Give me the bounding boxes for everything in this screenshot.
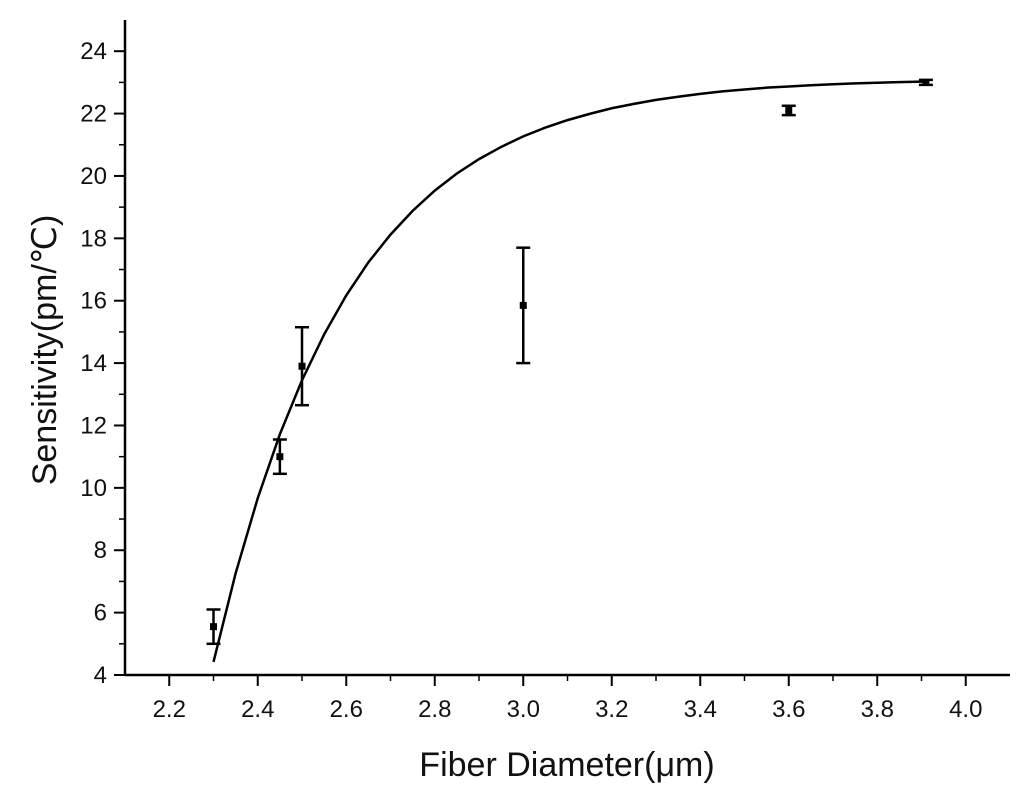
data-point [276,453,284,461]
y-tick-label: 4 [94,662,107,689]
x-tick-label: 3.4 [684,696,717,723]
data-points-layer [206,78,933,646]
y-tick-label: 6 [94,600,107,627]
data-point-group [206,608,221,646]
y-tick-label: 20 [80,163,107,190]
y-tick-label: 12 [80,412,107,439]
x-tick-label: 3.0 [507,696,540,723]
x-axis-title: Fiber Diameter(μm) [419,746,714,784]
data-point-group [918,78,933,87]
x-tick-label: 4.0 [949,696,982,723]
data-point-group [272,438,287,476]
y-tick-label: 8 [94,537,107,564]
y-tick-label: 16 [80,288,107,315]
data-point [922,78,930,86]
data-point-group [516,246,531,365]
x-tick-label: 3.2 [595,696,628,723]
data-point [519,301,527,309]
data-point [785,106,793,114]
data-point [298,362,306,370]
x-tick-label: 2.6 [330,696,363,723]
fit-curve-layer [212,80,926,663]
ticks: 2.2 2.4 2.6 2.8 3.0 3.2 3.4 3.6 3.8 4.0 4 6 8 10 12 14 1… [80,38,982,723]
y-axis-title: Sensitivity(pm/℃) [26,215,64,486]
axes [123,20,1010,677]
data-point-group [295,325,309,407]
y-tick-label: 24 [80,38,107,65]
y-tick-label: 10 [80,475,107,502]
x-tick-label: 3.6 [772,696,805,723]
data-point-group [781,104,796,117]
data-point [210,623,217,631]
y-tick-label: 18 [80,225,107,252]
x-tick-label: 2.2 [153,696,186,723]
y-tick-label: 22 [80,101,107,128]
y-tick-label: 14 [80,350,107,377]
x-tick-label: 2.8 [418,696,451,723]
x-tick-label: 3.8 [861,696,894,723]
x-tick-label: 2.4 [241,696,274,723]
fit-curve [212,80,926,663]
